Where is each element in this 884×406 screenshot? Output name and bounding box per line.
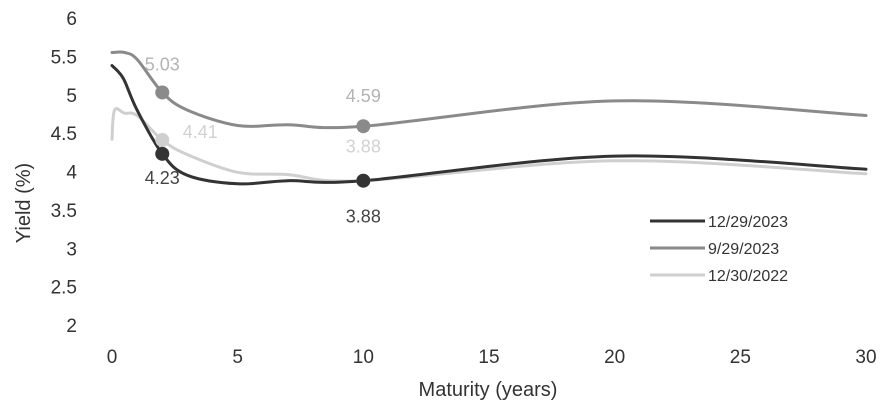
data-label: 4.23 <box>145 168 180 188</box>
series-marker <box>155 146 170 161</box>
y-tick-label: 4.5 <box>51 124 77 145</box>
data-label: 4.59 <box>346 86 381 106</box>
x-tick-label: 15 <box>478 347 499 368</box>
y-axis-title: Yield (%) <box>13 163 35 243</box>
series-line <box>110 64 868 186</box>
x-tick-label: 30 <box>855 347 876 368</box>
series-marker <box>356 119 371 134</box>
data-labels: 4.23 3.88 5.03 4.59 4.41 3.88 <box>145 54 381 226</box>
x-tick-label: 10 <box>353 347 374 368</box>
x-tick-label: 25 <box>730 347 751 368</box>
y-tick-label: 2.5 <box>51 278 77 299</box>
legend-label: 12/29/2023 <box>708 214 788 231</box>
series-markers <box>155 85 371 188</box>
data-label: 5.03 <box>145 54 180 74</box>
legend-label: 9/29/2023 <box>708 241 779 258</box>
x-axis-title: Maturity (years) <box>419 379 558 401</box>
x-tick-label: 0 <box>107 347 118 368</box>
y-tick-label: 3 <box>66 239 77 260</box>
y-tick-label: 5.5 <box>51 47 77 68</box>
data-label: 3.88 <box>346 207 381 227</box>
y-tick-label: 6 <box>66 9 77 30</box>
series-line <box>110 107 868 183</box>
series-line <box>110 50 868 130</box>
data-label: 3.88 <box>346 137 381 157</box>
y-tick-label: 4 <box>66 163 77 184</box>
y-tick-label: 5 <box>66 86 77 107</box>
series-marker <box>356 173 371 188</box>
series-marker <box>155 85 170 100</box>
series-marker <box>155 133 170 148</box>
y-tick-label: 2 <box>66 316 77 337</box>
data-label: 4.41 <box>183 122 218 142</box>
series-lines <box>110 50 868 186</box>
x-tick-label: 5 <box>232 347 243 368</box>
x-tick-label: 20 <box>604 347 625 368</box>
y-axis: 2 2.5 3 3.5 4 4.5 5 5.5 6 <box>51 9 78 337</box>
legend: 12/29/2023 9/29/2023 12/30/2022 <box>650 214 788 285</box>
legend-label: 12/30/2022 <box>708 268 788 285</box>
y-tick-label: 3.5 <box>51 201 77 222</box>
x-axis: 0 5 10 15 20 25 30 <box>107 347 877 368</box>
